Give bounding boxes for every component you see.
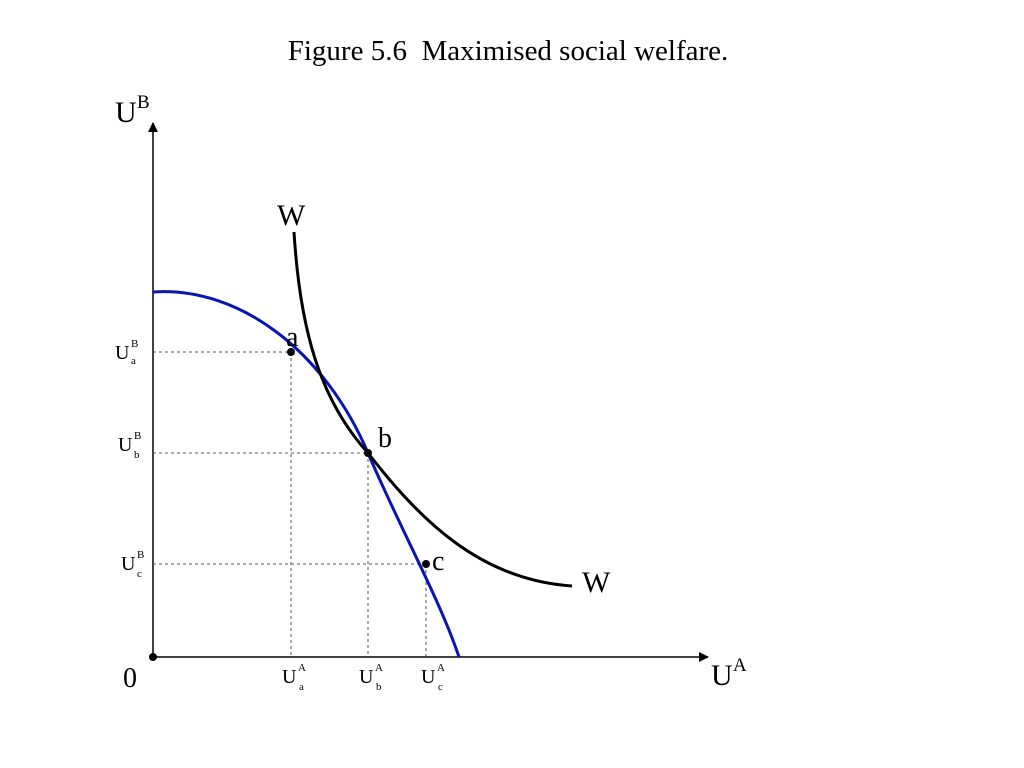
utility-frontier-curve <box>152 290 461 658</box>
y-tick-c-main: U <box>121 553 136 575</box>
x-tick-a-sup: A <box>298 662 306 674</box>
welfare-label-top: W <box>277 199 306 232</box>
y-tick-a-sub: a <box>131 355 136 367</box>
origin-label: 0 <box>123 663 137 694</box>
x-tick-b-main: U <box>359 666 374 688</box>
point-b-label: b <box>378 423 392 454</box>
x-tick-label-a: U A a <box>282 662 306 693</box>
y-tick-b-main: U <box>118 434 133 456</box>
x-axis-label: U A <box>711 655 747 692</box>
y-tick-a-sup: B <box>131 338 138 350</box>
point-c-dot <box>422 560 430 568</box>
welfare-curve <box>292 231 573 588</box>
guide-lines <box>153 351 427 657</box>
y-axis-label: U B <box>115 92 150 129</box>
point-a-dot <box>287 348 295 356</box>
point-b-dot <box>364 449 372 457</box>
x-tick-b-sub: b <box>376 681 382 693</box>
welfare-label-bottom: W <box>582 566 611 599</box>
origin-dot <box>149 653 157 661</box>
x-tick-c-main: U <box>421 666 436 688</box>
x-tick-a-sub: a <box>299 681 304 693</box>
x-axis-label-main: U <box>711 659 733 692</box>
y-tick-label-a: U B a <box>115 338 138 367</box>
x-tick-b-sup: A <box>375 662 383 674</box>
x-tick-c-sub: c <box>438 681 443 693</box>
y-tick-c-sub: c <box>137 568 142 580</box>
y-tick-b-sub: b <box>134 449 140 461</box>
y-tick-label-b: U B b <box>118 430 141 461</box>
y-axis-label-sup: B <box>137 92 150 113</box>
figure-title: Figure 5.6 Maximised social welfare. <box>287 35 729 67</box>
x-axis-label-sup: A <box>733 655 747 676</box>
x-tick-a-main: U <box>282 666 297 688</box>
y-tick-label-c: U B c <box>121 549 144 580</box>
point-c-label: c <box>432 546 444 577</box>
y-tick-c-sup: B <box>137 549 144 561</box>
x-tick-label-c: U A c <box>421 662 445 693</box>
y-tick-b-sup: B <box>134 430 141 442</box>
y-axis-label-main: U <box>115 96 137 129</box>
point-a-label: a <box>286 322 299 353</box>
x-tick-c-sup: A <box>437 662 445 674</box>
y-tick-a-main: U <box>115 342 130 364</box>
x-tick-label-b: U A b <box>359 662 383 693</box>
